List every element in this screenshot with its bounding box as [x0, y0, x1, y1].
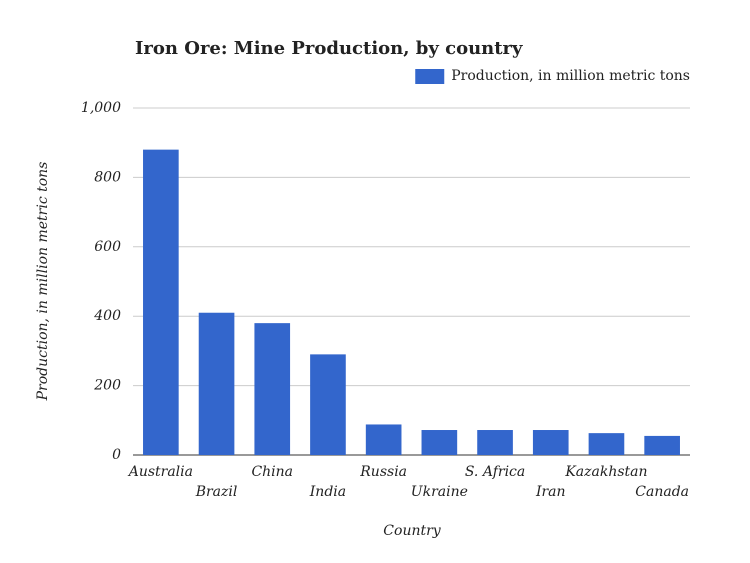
x-tick-label: Australia [127, 464, 193, 480]
x-axis-label: Country [383, 523, 441, 539]
bar [477, 430, 513, 455]
bar [532, 430, 569, 455]
bar [365, 424, 402, 455]
bar [254, 323, 291, 455]
y-tick-label: 400 [93, 308, 121, 324]
x-tick-label: Kazakhstan [564, 464, 647, 480]
x-tick-label: Russia [359, 464, 407, 480]
x-tick-label: China [251, 464, 293, 480]
y-tick-label: 1,000 [81, 100, 121, 116]
bar [198, 312, 235, 455]
y-tick-label: 600 [94, 239, 121, 255]
x-tick-label: Iran [535, 484, 566, 500]
bar [421, 430, 458, 455]
chart-title: Iron Ore: Mine Production, by country [135, 38, 523, 59]
y-tick-label: 200 [93, 378, 121, 394]
x-tick-label: Ukraine [411, 484, 468, 500]
legend-swatch [415, 69, 445, 84]
bar [588, 433, 625, 455]
x-tick-label: Brazil [195, 484, 238, 500]
bar [644, 435, 680, 455]
x-tick-label: Canada [635, 484, 689, 500]
y-axis-label: Production, in million metric tons [35, 162, 51, 402]
bar [310, 354, 346, 455]
legend-label: Production, in million metric tons [451, 68, 690, 84]
x-tick-label: India [309, 484, 346, 500]
bar [143, 149, 179, 455]
x-tick-label: S. Africa [465, 464, 525, 480]
y-tick-label: 0 [112, 447, 121, 463]
y-tick-label: 800 [94, 169, 121, 185]
